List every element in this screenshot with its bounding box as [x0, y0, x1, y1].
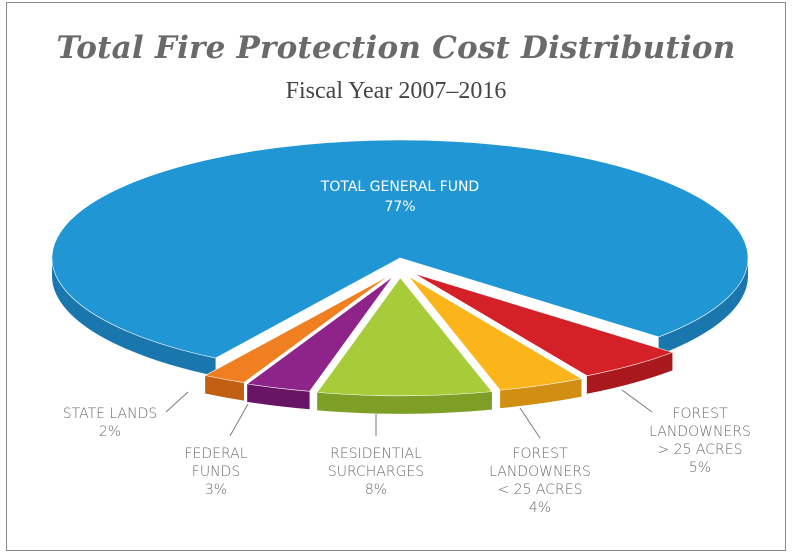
slice-value-3: 8%: [365, 482, 387, 498]
slice-label-5: STATE LANDS: [63, 406, 158, 422]
pie-sides: [52, 258, 748, 414]
slice-4: [246, 276, 393, 392]
slice-3: [316, 277, 493, 397]
chart-title: Total Fire Protection Cost Distribution: [56, 30, 736, 66]
slice-side-0: [52, 258, 216, 377]
slice-side-0: [658, 258, 748, 355]
slice-label-4: FEDERAL: [184, 446, 247, 462]
leader-line-1: [621, 389, 653, 413]
slice-label-0: TOTAL GENERAL FUND: [320, 179, 479, 195]
slice-label-3: SURCHARGES: [328, 464, 424, 480]
slice-label-2: LANDOWNERS: [489, 464, 591, 480]
slice-0: [51, 139, 749, 359]
slice-label-1: LANDOWNERS: [649, 424, 751, 440]
slice-value-1: 5%: [689, 460, 711, 476]
slice-label-1: > 25 ACRES: [657, 442, 742, 458]
slice-1: [413, 273, 674, 377]
slice-labels: TOTAL GENERAL FUND 77% FOREST LANDOWNERS > 2…: [63, 179, 751, 516]
slice-side-5: [205, 375, 244, 401]
slice-side-3: [317, 391, 492, 414]
slice-label-4: FUNDS: [192, 464, 240, 480]
slice-side-2: [500, 378, 582, 409]
slice-value-5: 2%: [99, 424, 121, 440]
slice-value-0: 77%: [384, 199, 415, 215]
chart-subtitle: Fiscal Year 2007–2016: [285, 78, 507, 104]
slice-label-2: < 25 ACRES: [497, 482, 582, 498]
slice-label-2: FOREST: [512, 446, 568, 462]
slice-value-4: 3%: [205, 482, 227, 498]
slice-side-4: [247, 383, 310, 410]
slice-2: [408, 276, 583, 391]
slice-label-3: RESIDENTIAL: [330, 446, 422, 462]
slice-value-2: 4%: [529, 500, 551, 516]
slice-label-1: FOREST: [672, 406, 728, 422]
leader-line-4: [229, 403, 249, 437]
slice-side-1: [586, 352, 673, 394]
slice-5: [204, 275, 390, 383]
leader-lines: [165, 389, 653, 439]
leader-line-2: [519, 407, 541, 439]
leader-line-5: [165, 391, 189, 413]
pie-slices: [51, 139, 749, 397]
